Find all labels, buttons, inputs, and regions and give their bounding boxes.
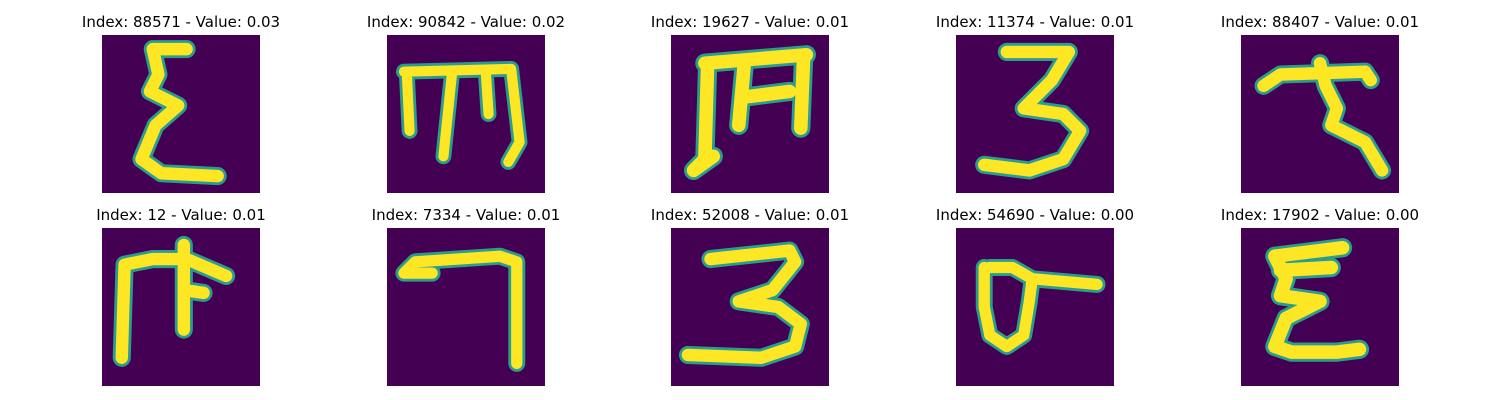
- panel-title: Index: 54690 - Value: 0.00: [936, 206, 1134, 224]
- panel-title: Index: 12 - Value: 0.01: [96, 206, 266, 224]
- panel-5: Index: 88407 - Value: 0.01: [1241, 35, 1399, 193]
- panel-title: Index: 17902 - Value: 0.00: [1221, 206, 1419, 224]
- digit-image: [102, 35, 260, 193]
- digit-image: [1241, 228, 1399, 386]
- panel-title: Index: 52008 - Value: 0.01: [651, 206, 849, 224]
- panel-title: Index: 90842 - Value: 0.02: [367, 13, 565, 31]
- panel-7: Index: 7334 - Value: 0.01: [387, 228, 545, 386]
- panel-title: Index: 88571 - Value: 0.03: [82, 13, 280, 31]
- digit-image: [387, 228, 545, 386]
- panel-9: Index: 54690 - Value: 0.00: [956, 228, 1114, 386]
- panel-title: Index: 7334 - Value: 0.01: [372, 206, 561, 224]
- digit-image: [671, 35, 829, 193]
- panel-title: Index: 88407 - Value: 0.01: [1221, 13, 1419, 31]
- digit-image: [956, 35, 1114, 193]
- digit-image: [102, 228, 260, 386]
- panel-2: Index: 90842 - Value: 0.02: [387, 35, 545, 193]
- digit-image: [1241, 35, 1399, 193]
- panel-10: Index: 17902 - Value: 0.00: [1241, 228, 1399, 386]
- digit-image: [387, 35, 545, 193]
- panel-8: Index: 52008 - Value: 0.01: [671, 228, 829, 386]
- digit-image: [671, 228, 829, 386]
- panel-title: Index: 11374 - Value: 0.01: [936, 13, 1134, 31]
- panel-3: Index: 19627 - Value: 0.01: [671, 35, 829, 193]
- panel-1: Index: 88571 - Value: 0.03: [102, 35, 260, 193]
- panel-4: Index: 11374 - Value: 0.01: [956, 35, 1114, 193]
- panel-title: Index: 19627 - Value: 0.01: [651, 13, 849, 31]
- panel-6: Index: 12 - Value: 0.01: [102, 228, 260, 386]
- digit-image: [956, 228, 1114, 386]
